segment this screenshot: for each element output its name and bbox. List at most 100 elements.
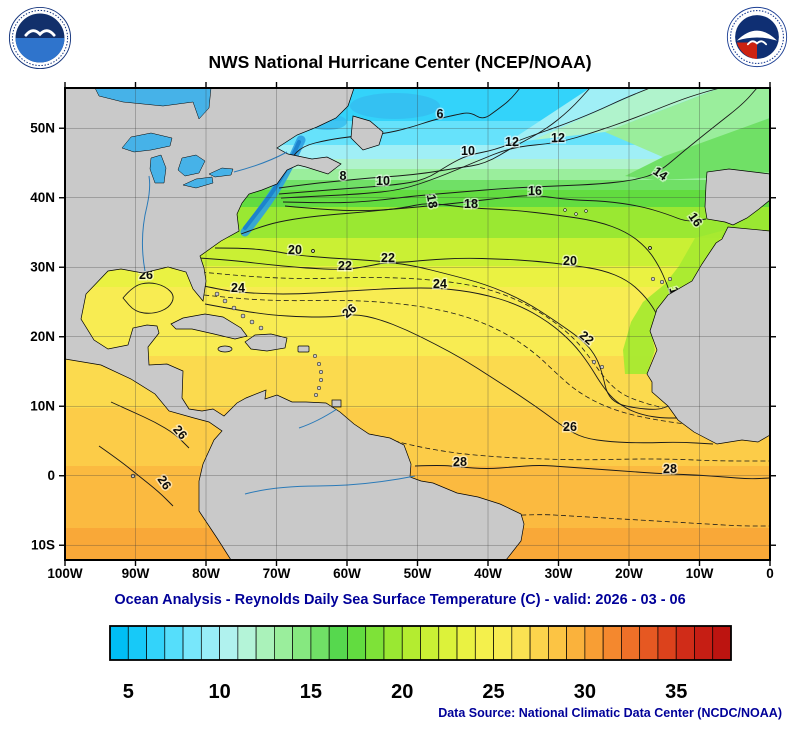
isotherm-6C bbox=[282, 88, 521, 175]
noaa-gull-icon bbox=[24, 29, 56, 37]
colorbar-segment bbox=[511, 625, 531, 661]
isotherm-24C bbox=[203, 285, 677, 419]
x-axis-label: 50W bbox=[404, 566, 432, 581]
colorbar-border bbox=[109, 625, 732, 661]
colorbar-segment bbox=[182, 625, 202, 661]
canary-islands bbox=[650, 276, 673, 285]
colorbar-segment bbox=[365, 625, 385, 661]
colorbar-labels: 5 10 15 20 25 30 35 bbox=[123, 681, 688, 703]
na-drift-band-14-16 bbox=[625, 118, 770, 180]
contour-label: 6 bbox=[437, 107, 444, 121]
hudson-james-bay bbox=[94, 88, 212, 120]
x-axis-label: 70W bbox=[263, 566, 291, 581]
colorbar-segment bbox=[639, 625, 659, 661]
y-axis-label: 20N bbox=[30, 329, 55, 344]
lake-superior bbox=[121, 132, 173, 153]
amazon-river bbox=[244, 475, 416, 495]
colorbar-segment bbox=[566, 625, 586, 661]
colorbar-segment bbox=[474, 625, 494, 661]
colorbar-segment bbox=[383, 625, 403, 661]
contour-label: 10 bbox=[376, 174, 390, 188]
colorbar-tick-label: 5 bbox=[123, 681, 134, 703]
newfoundland-island bbox=[350, 115, 384, 151]
africa-landmass bbox=[646, 226, 770, 445]
galapagos-island bbox=[130, 473, 136, 479]
na-drift-band-12-14 bbox=[605, 88, 770, 158]
contour-label: 16 bbox=[528, 184, 542, 198]
lake-michigan bbox=[149, 154, 167, 184]
jamaica-island bbox=[217, 345, 233, 353]
isotherm-26C bbox=[122, 282, 174, 314]
map-caption: Ocean Analysis - Reynolds Daily Sea Surf… bbox=[114, 592, 686, 608]
trinidad-island bbox=[331, 399, 342, 408]
colorbar-segment bbox=[529, 625, 549, 661]
isotherm-12C bbox=[280, 88, 721, 199]
nws-logo bbox=[726, 6, 788, 68]
colorbar-segment bbox=[200, 625, 220, 661]
azores-islands bbox=[563, 208, 588, 216]
na-drift-band-10-12 bbox=[533, 88, 720, 140]
map-axes: 100W 90W 80W 70W 60W 50W 40W 30W 20W 10W 0 50N 40N 30… bbox=[30, 82, 776, 581]
contour-label: 24 bbox=[231, 281, 245, 295]
colorbar-segment bbox=[493, 625, 513, 661]
isotherm-25C bbox=[203, 294, 686, 425]
y-axis-label: 30N bbox=[30, 260, 55, 275]
orinoco-river bbox=[298, 408, 338, 429]
colorbar-segment bbox=[621, 625, 641, 661]
lake-erie bbox=[182, 176, 214, 189]
y-axis-label: 10N bbox=[30, 399, 55, 414]
colorbar-segment bbox=[456, 625, 476, 661]
colorbar-segment bbox=[164, 625, 184, 661]
isotherm-27C bbox=[324, 419, 770, 462]
x-axis-label: 20W bbox=[615, 566, 643, 581]
contour-label: 28 bbox=[453, 455, 467, 469]
labrador-cold-water bbox=[350, 93, 440, 119]
contour-label: 8 bbox=[340, 169, 347, 183]
colorbar-segment bbox=[712, 625, 732, 661]
lake-huron bbox=[177, 154, 206, 177]
x-axis-label: 60W bbox=[333, 566, 361, 581]
colorbar-segment bbox=[310, 625, 330, 661]
colorbar-tick-label: 15 bbox=[300, 681, 322, 703]
colorbar-segment bbox=[109, 625, 129, 661]
noaa-logo-ring-text bbox=[11, 9, 69, 67]
colorbar-segment bbox=[438, 625, 458, 661]
nws-logo-swoosh bbox=[736, 30, 778, 41]
isotherm-10C bbox=[278, 88, 651, 195]
colorbar-segment bbox=[219, 625, 239, 661]
contour-label: 22 bbox=[381, 251, 395, 265]
iberia-landmass bbox=[704, 168, 770, 226]
colorbar-tick-label: 10 bbox=[208, 681, 230, 703]
contour-label: 28 bbox=[663, 462, 677, 476]
colorbar-segment bbox=[328, 625, 348, 661]
colorbar-segment bbox=[274, 625, 293, 661]
mississippi-river bbox=[141, 175, 151, 272]
page-title: NWS National Hurricane Center (NCEP/NOAA… bbox=[208, 52, 592, 72]
noaa-logo-ocean bbox=[15, 38, 65, 63]
colorbar-tick-label: 20 bbox=[391, 681, 413, 703]
isotherm-26C bbox=[98, 445, 174, 507]
colorbar-segment bbox=[127, 625, 147, 661]
contour-label: 12 bbox=[551, 131, 565, 145]
noaa-logo bbox=[8, 6, 72, 70]
isotherm-23C bbox=[200, 271, 664, 409]
isotherm-contours bbox=[98, 88, 770, 527]
colorbar-segment bbox=[584, 625, 604, 661]
madeira-island bbox=[648, 246, 652, 250]
isotherm-26C bbox=[110, 401, 190, 449]
x-axis-label: 30W bbox=[545, 566, 573, 581]
contour-label: 18 bbox=[464, 197, 478, 211]
y-axis-label: 40N bbox=[30, 190, 55, 205]
colorbar-segment bbox=[675, 625, 695, 661]
x-axis-label: 80W bbox=[192, 566, 220, 581]
nws-gull-icon bbox=[746, 40, 768, 46]
colorbar-tick-label: 30 bbox=[574, 681, 596, 703]
colorbar-segment bbox=[237, 625, 257, 661]
x-axis-label: 90W bbox=[122, 566, 150, 581]
st-lawrence-river bbox=[233, 151, 288, 173]
contour-label: 10 bbox=[461, 144, 475, 158]
y-axis-label: 10S bbox=[31, 538, 55, 553]
americas-landmass bbox=[65, 88, 525, 560]
lat-lon-grid bbox=[65, 88, 770, 560]
